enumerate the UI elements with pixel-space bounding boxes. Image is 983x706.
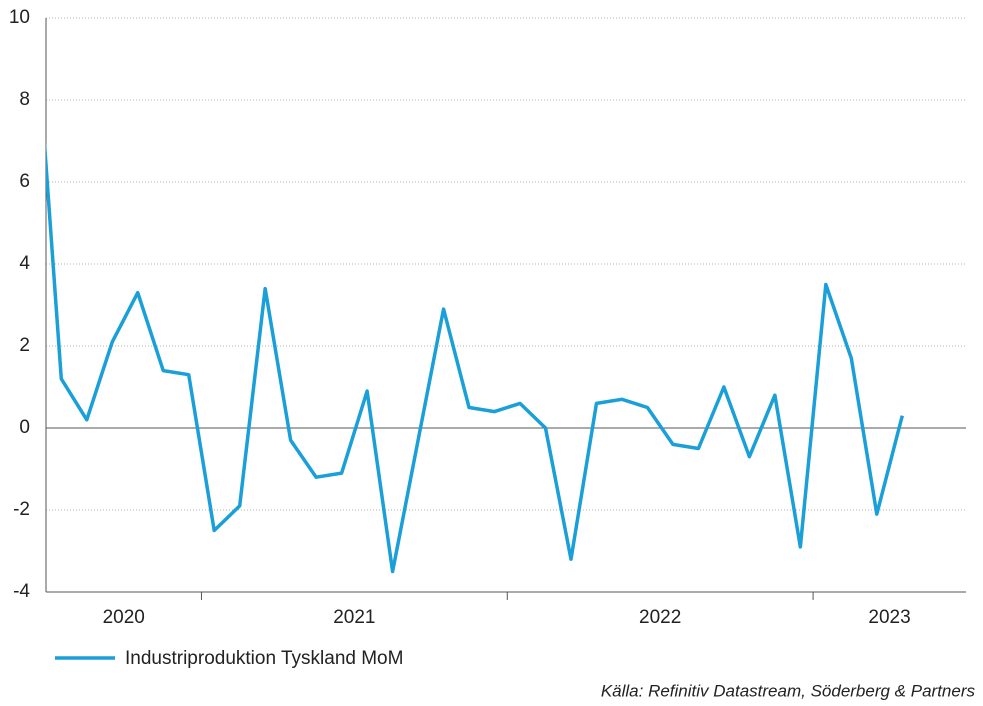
x-tick-label: 2023	[868, 607, 910, 628]
y-tick-label: -2	[13, 499, 30, 520]
source: Källa: Refinitiv Datastream, Söderberg &…	[601, 681, 976, 700]
series-line	[46, 140, 904, 574]
y-tick-label: 2	[19, 335, 30, 356]
plot-area	[46, 140, 904, 574]
y-tick-label: 8	[19, 89, 30, 110]
x-tick-label: 2022	[639, 607, 681, 628]
y-tick-label: 10	[9, 7, 30, 28]
y-tick-label: 0	[19, 417, 30, 438]
y-tick-label: -4	[13, 581, 30, 602]
x-tick-label: 2021	[333, 607, 375, 628]
y-tick-label: 6	[19, 171, 30, 192]
x-tick-label: 2020	[103, 607, 145, 628]
legend-label: Industriproduktion Tyskland MoM	[125, 648, 403, 669]
y-tick-label: 4	[19, 253, 30, 274]
